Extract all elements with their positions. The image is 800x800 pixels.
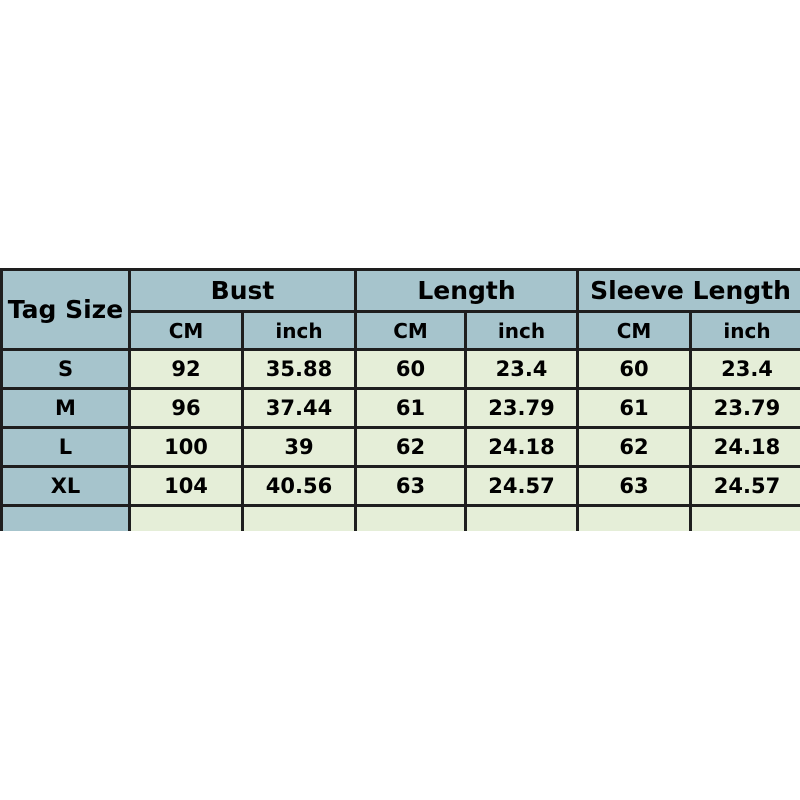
table-cell-cropped: [576, 504, 693, 531]
table-cell: 24.18: [689, 426, 800, 468]
table-cell: 61: [576, 387, 693, 429]
table-cell: 62: [354, 426, 467, 468]
size-chart-table-wrapper: Tag Size Bust Length Sleeve Length CM in…: [0, 268, 800, 531]
size-label: S: [0, 348, 131, 390]
table-cell: 62: [576, 426, 693, 468]
table-cell: 37.44: [241, 387, 357, 429]
size-label: XL: [0, 465, 131, 507]
table-cell: 35.88: [241, 348, 357, 390]
header-tag-size: Tag Size: [0, 268, 131, 351]
table-cell: 92: [128, 348, 244, 390]
subheader-length-inch: inch: [463, 310, 580, 351]
subheader-bust-inch: inch: [241, 310, 357, 351]
table-cell: 40.56: [241, 465, 357, 507]
table-cell: 24.18: [463, 426, 580, 468]
table-cell: 60: [576, 348, 693, 390]
table-cell-cropped: [241, 504, 357, 531]
table-cell: 100: [128, 426, 244, 468]
table-cell: 96: [128, 387, 244, 429]
table-cell: 63: [354, 465, 467, 507]
table-cell-cropped: [354, 504, 467, 531]
table-cell-cropped: [689, 504, 800, 531]
header-bust: Bust: [128, 268, 357, 313]
table-header-row: Tag Size Bust Length Sleeve Length: [0, 268, 800, 351]
table-cell: 23.4: [689, 348, 800, 390]
header-length: Length: [353, 268, 580, 313]
table-cell: 23.4: [463, 348, 580, 390]
table-cell: 60: [354, 348, 467, 390]
header-sleeve-length: Sleeve Length: [576, 268, 800, 313]
table-row-cropped: [0, 504, 800, 531]
table-subheader-row: CM inch CM inch CM inch: [2, 310, 800, 351]
table-cell: 63: [576, 465, 693, 507]
table-cell: 104: [128, 465, 244, 507]
table-cell: 23.79: [689, 387, 800, 429]
size-chart-table: Tag Size Bust Length Sleeve Length CM in…: [0, 268, 800, 531]
table-cell: 24.57: [463, 465, 580, 507]
table-row-m: M 96 37.44 61 23.79 61 23.79: [0, 387, 800, 429]
table-cell-cropped: [463, 504, 580, 531]
subheader-sleeve-cm: CM: [576, 310, 693, 351]
subheader-bust-cm: CM: [128, 310, 244, 351]
subheader-sleeve-inch: inch: [689, 310, 800, 351]
table-cell-cropped: [0, 504, 131, 531]
table-cell: 39: [241, 426, 357, 468]
table-row-s: S 92 35.88 60 23.4 60 23.4: [0, 348, 800, 390]
table-row-xl: XL 104 40.56 63 24.57 63 24.57: [0, 465, 800, 507]
table-cell: 24.57: [689, 465, 800, 507]
table-cell: 23.79: [463, 387, 580, 429]
table-cell: 61: [354, 387, 467, 429]
table-row-l: L 100 39 62 24.18 62 24.18: [0, 426, 800, 468]
table-cell-cropped: [128, 504, 244, 531]
size-label: L: [0, 426, 131, 468]
size-label: M: [0, 387, 131, 429]
subheader-length-cm: CM: [354, 310, 467, 351]
